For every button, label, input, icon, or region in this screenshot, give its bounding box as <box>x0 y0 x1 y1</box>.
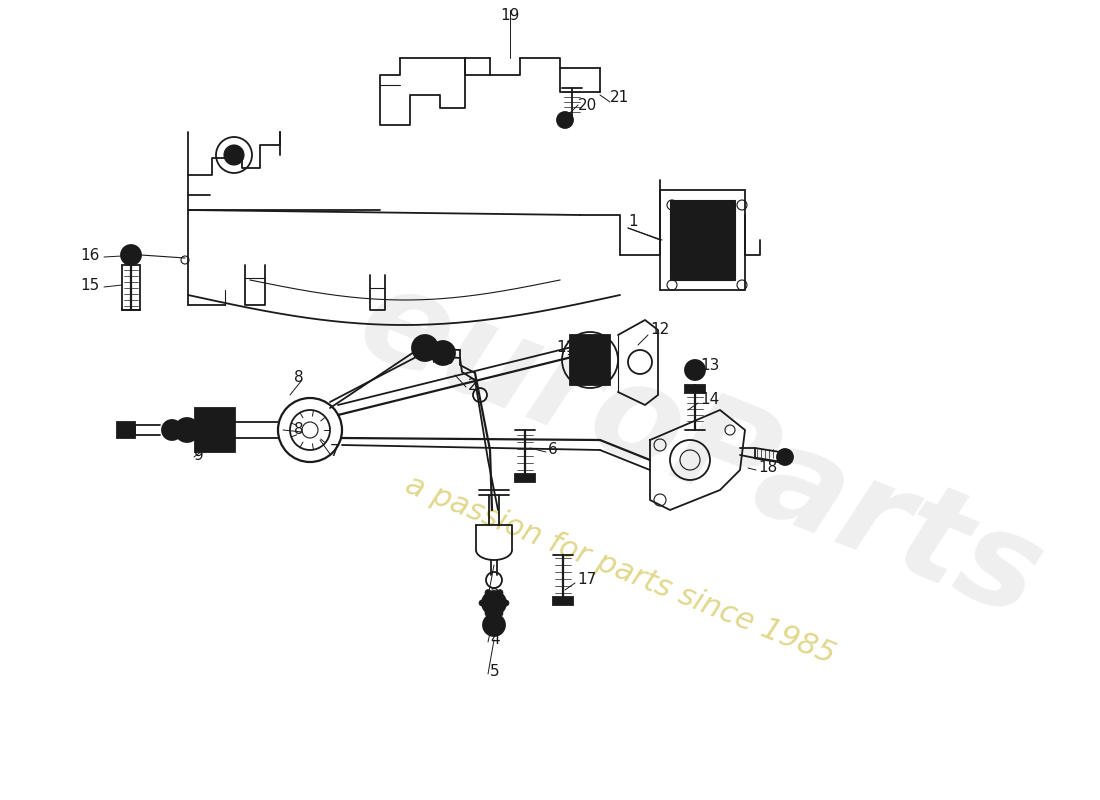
Text: 4: 4 <box>490 633 499 647</box>
Circle shape <box>497 610 503 616</box>
Text: 21: 21 <box>610 90 629 106</box>
Bar <box>570 335 611 385</box>
Text: 19: 19 <box>500 8 519 23</box>
Circle shape <box>412 335 438 361</box>
Circle shape <box>485 590 491 596</box>
Text: 20: 20 <box>578 98 597 113</box>
Text: 11: 11 <box>557 341 576 355</box>
Text: 9: 9 <box>194 447 204 462</box>
Bar <box>553 597 573 605</box>
Text: 18: 18 <box>758 461 778 475</box>
Circle shape <box>685 360 705 380</box>
Circle shape <box>487 596 500 610</box>
Circle shape <box>205 420 225 440</box>
Text: 16: 16 <box>80 247 100 262</box>
Bar <box>685 385 705 393</box>
Circle shape <box>182 424 192 436</box>
Circle shape <box>497 590 503 596</box>
Text: 15: 15 <box>80 278 100 293</box>
Circle shape <box>503 600 509 606</box>
Circle shape <box>126 250 136 260</box>
Circle shape <box>418 341 432 355</box>
Text: a passion for parts since 1985: a passion for parts since 1985 <box>400 470 839 670</box>
Circle shape <box>690 228 714 252</box>
Circle shape <box>431 341 455 365</box>
Circle shape <box>482 591 506 615</box>
Circle shape <box>561 116 569 124</box>
Text: 8: 8 <box>295 422 304 438</box>
Circle shape <box>483 614 505 636</box>
Circle shape <box>485 610 491 616</box>
Text: 10: 10 <box>434 353 454 367</box>
Text: 13: 13 <box>700 358 719 373</box>
Circle shape <box>437 347 449 359</box>
Bar <box>117 422 135 438</box>
Text: 2: 2 <box>468 378 477 393</box>
Text: 5: 5 <box>490 665 499 679</box>
Circle shape <box>690 365 700 375</box>
Bar <box>660 190 745 290</box>
Text: 12: 12 <box>650 322 669 338</box>
Bar <box>122 265 140 310</box>
Bar <box>515 474 535 482</box>
Circle shape <box>777 449 793 465</box>
Circle shape <box>167 425 177 435</box>
Text: 14: 14 <box>700 393 719 407</box>
Bar <box>670 200 735 280</box>
Circle shape <box>175 418 199 442</box>
Circle shape <box>478 600 485 606</box>
Text: 3: 3 <box>490 587 499 602</box>
Text: 6: 6 <box>548 442 558 458</box>
Text: 8: 8 <box>295 370 304 386</box>
Text: 7: 7 <box>330 445 340 459</box>
Bar <box>195 408 235 452</box>
Circle shape <box>224 145 244 165</box>
Circle shape <box>557 112 573 128</box>
Circle shape <box>488 619 501 631</box>
Text: euroParts: euroParts <box>341 256 1059 644</box>
Text: 17: 17 <box>578 573 596 587</box>
Text: 1: 1 <box>628 214 638 230</box>
Circle shape <box>121 245 141 265</box>
Circle shape <box>162 420 182 440</box>
